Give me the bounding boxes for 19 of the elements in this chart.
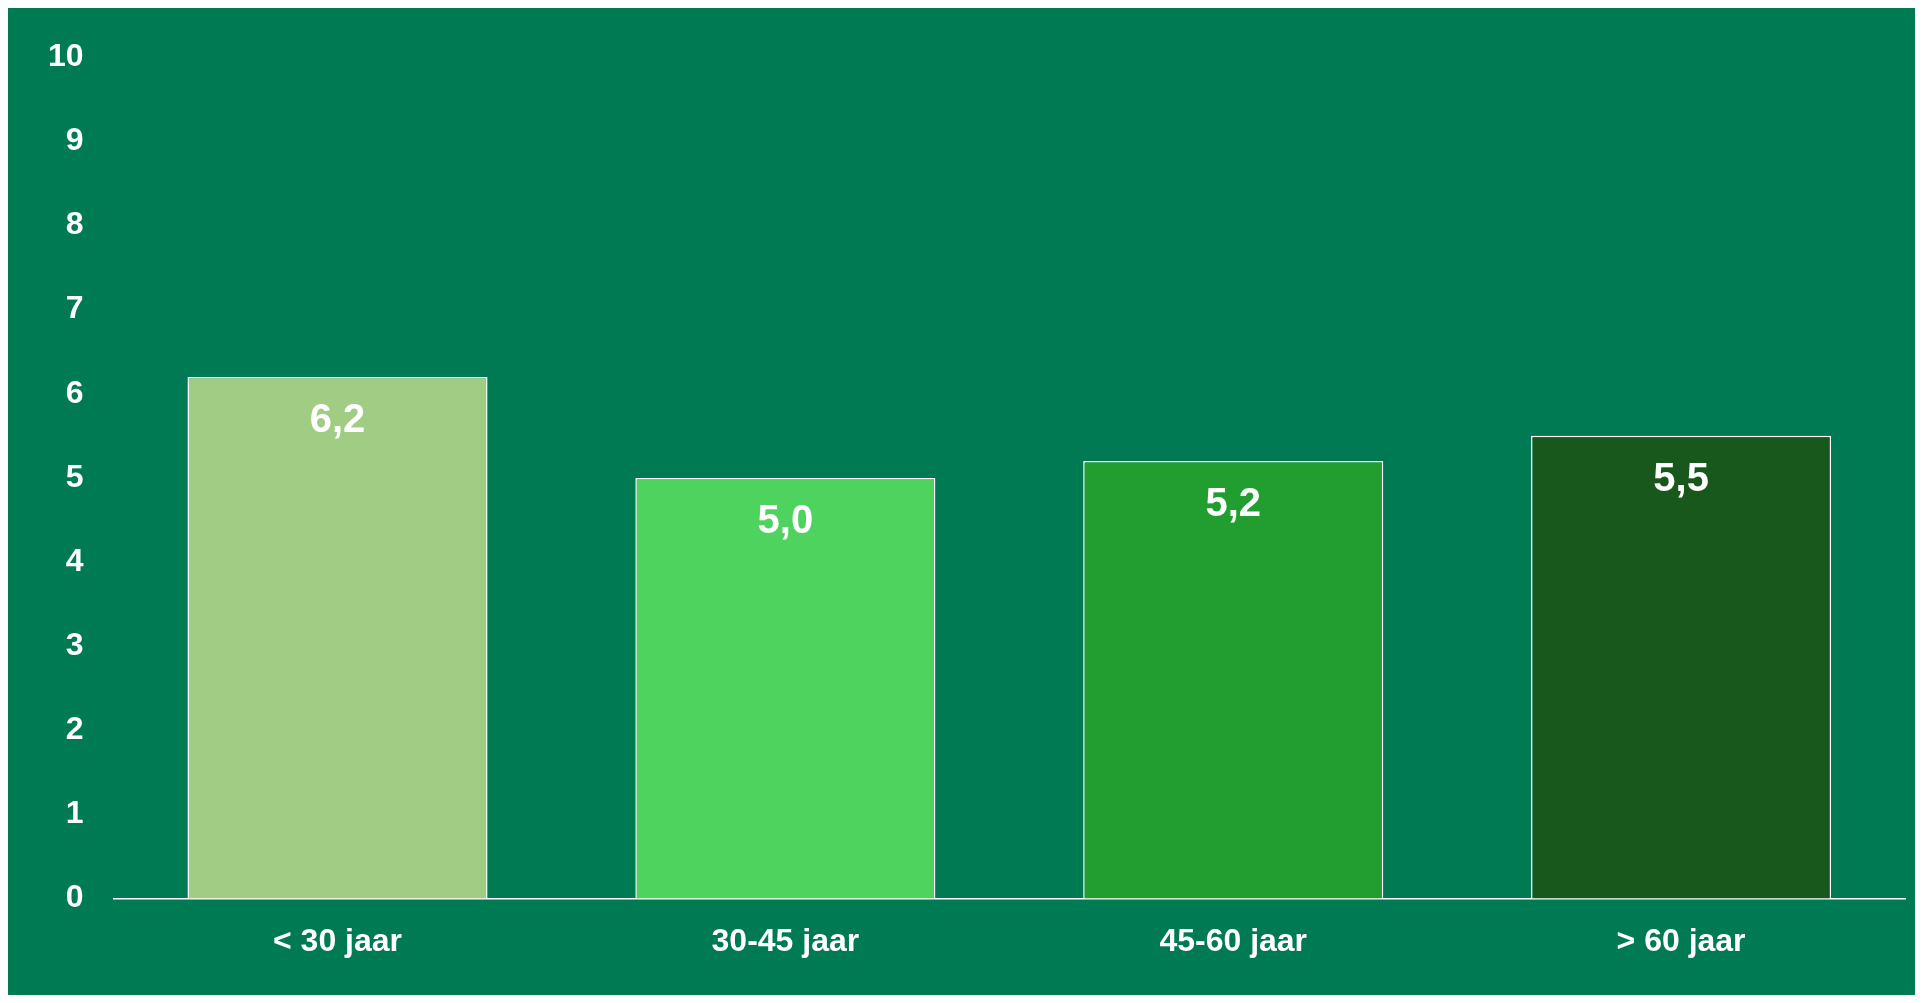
- data-label: 6,2: [309, 395, 366, 440]
- y-tick-label: 5: [65, 457, 84, 494]
- y-tick-label: 3: [65, 626, 84, 663]
- x-tick-label: < 30 jaar: [273, 921, 403, 958]
- y-tick-label: 0: [65, 878, 84, 915]
- data-label: 5,5: [1653, 454, 1709, 499]
- y-tick-label: 1: [65, 794, 84, 831]
- data-label: 5,2: [1205, 480, 1262, 525]
- y-tick-label: 9: [65, 121, 84, 158]
- y-tick-label: 8: [65, 205, 84, 242]
- y-tick-label: 7: [65, 289, 84, 326]
- y-tick-label: 2: [65, 710, 84, 747]
- x-tick-label: > 60 jaar: [1616, 921, 1746, 958]
- y-tick-label: 10: [48, 37, 84, 74]
- x-tick-label: 45-60 jaar: [1159, 921, 1308, 958]
- x-tick-label: 30-45 jaar: [711, 921, 860, 958]
- data-label: 5,0: [757, 496, 814, 541]
- y-tick-label: 6: [65, 373, 84, 410]
- y-tick-label: 4: [65, 541, 84, 578]
